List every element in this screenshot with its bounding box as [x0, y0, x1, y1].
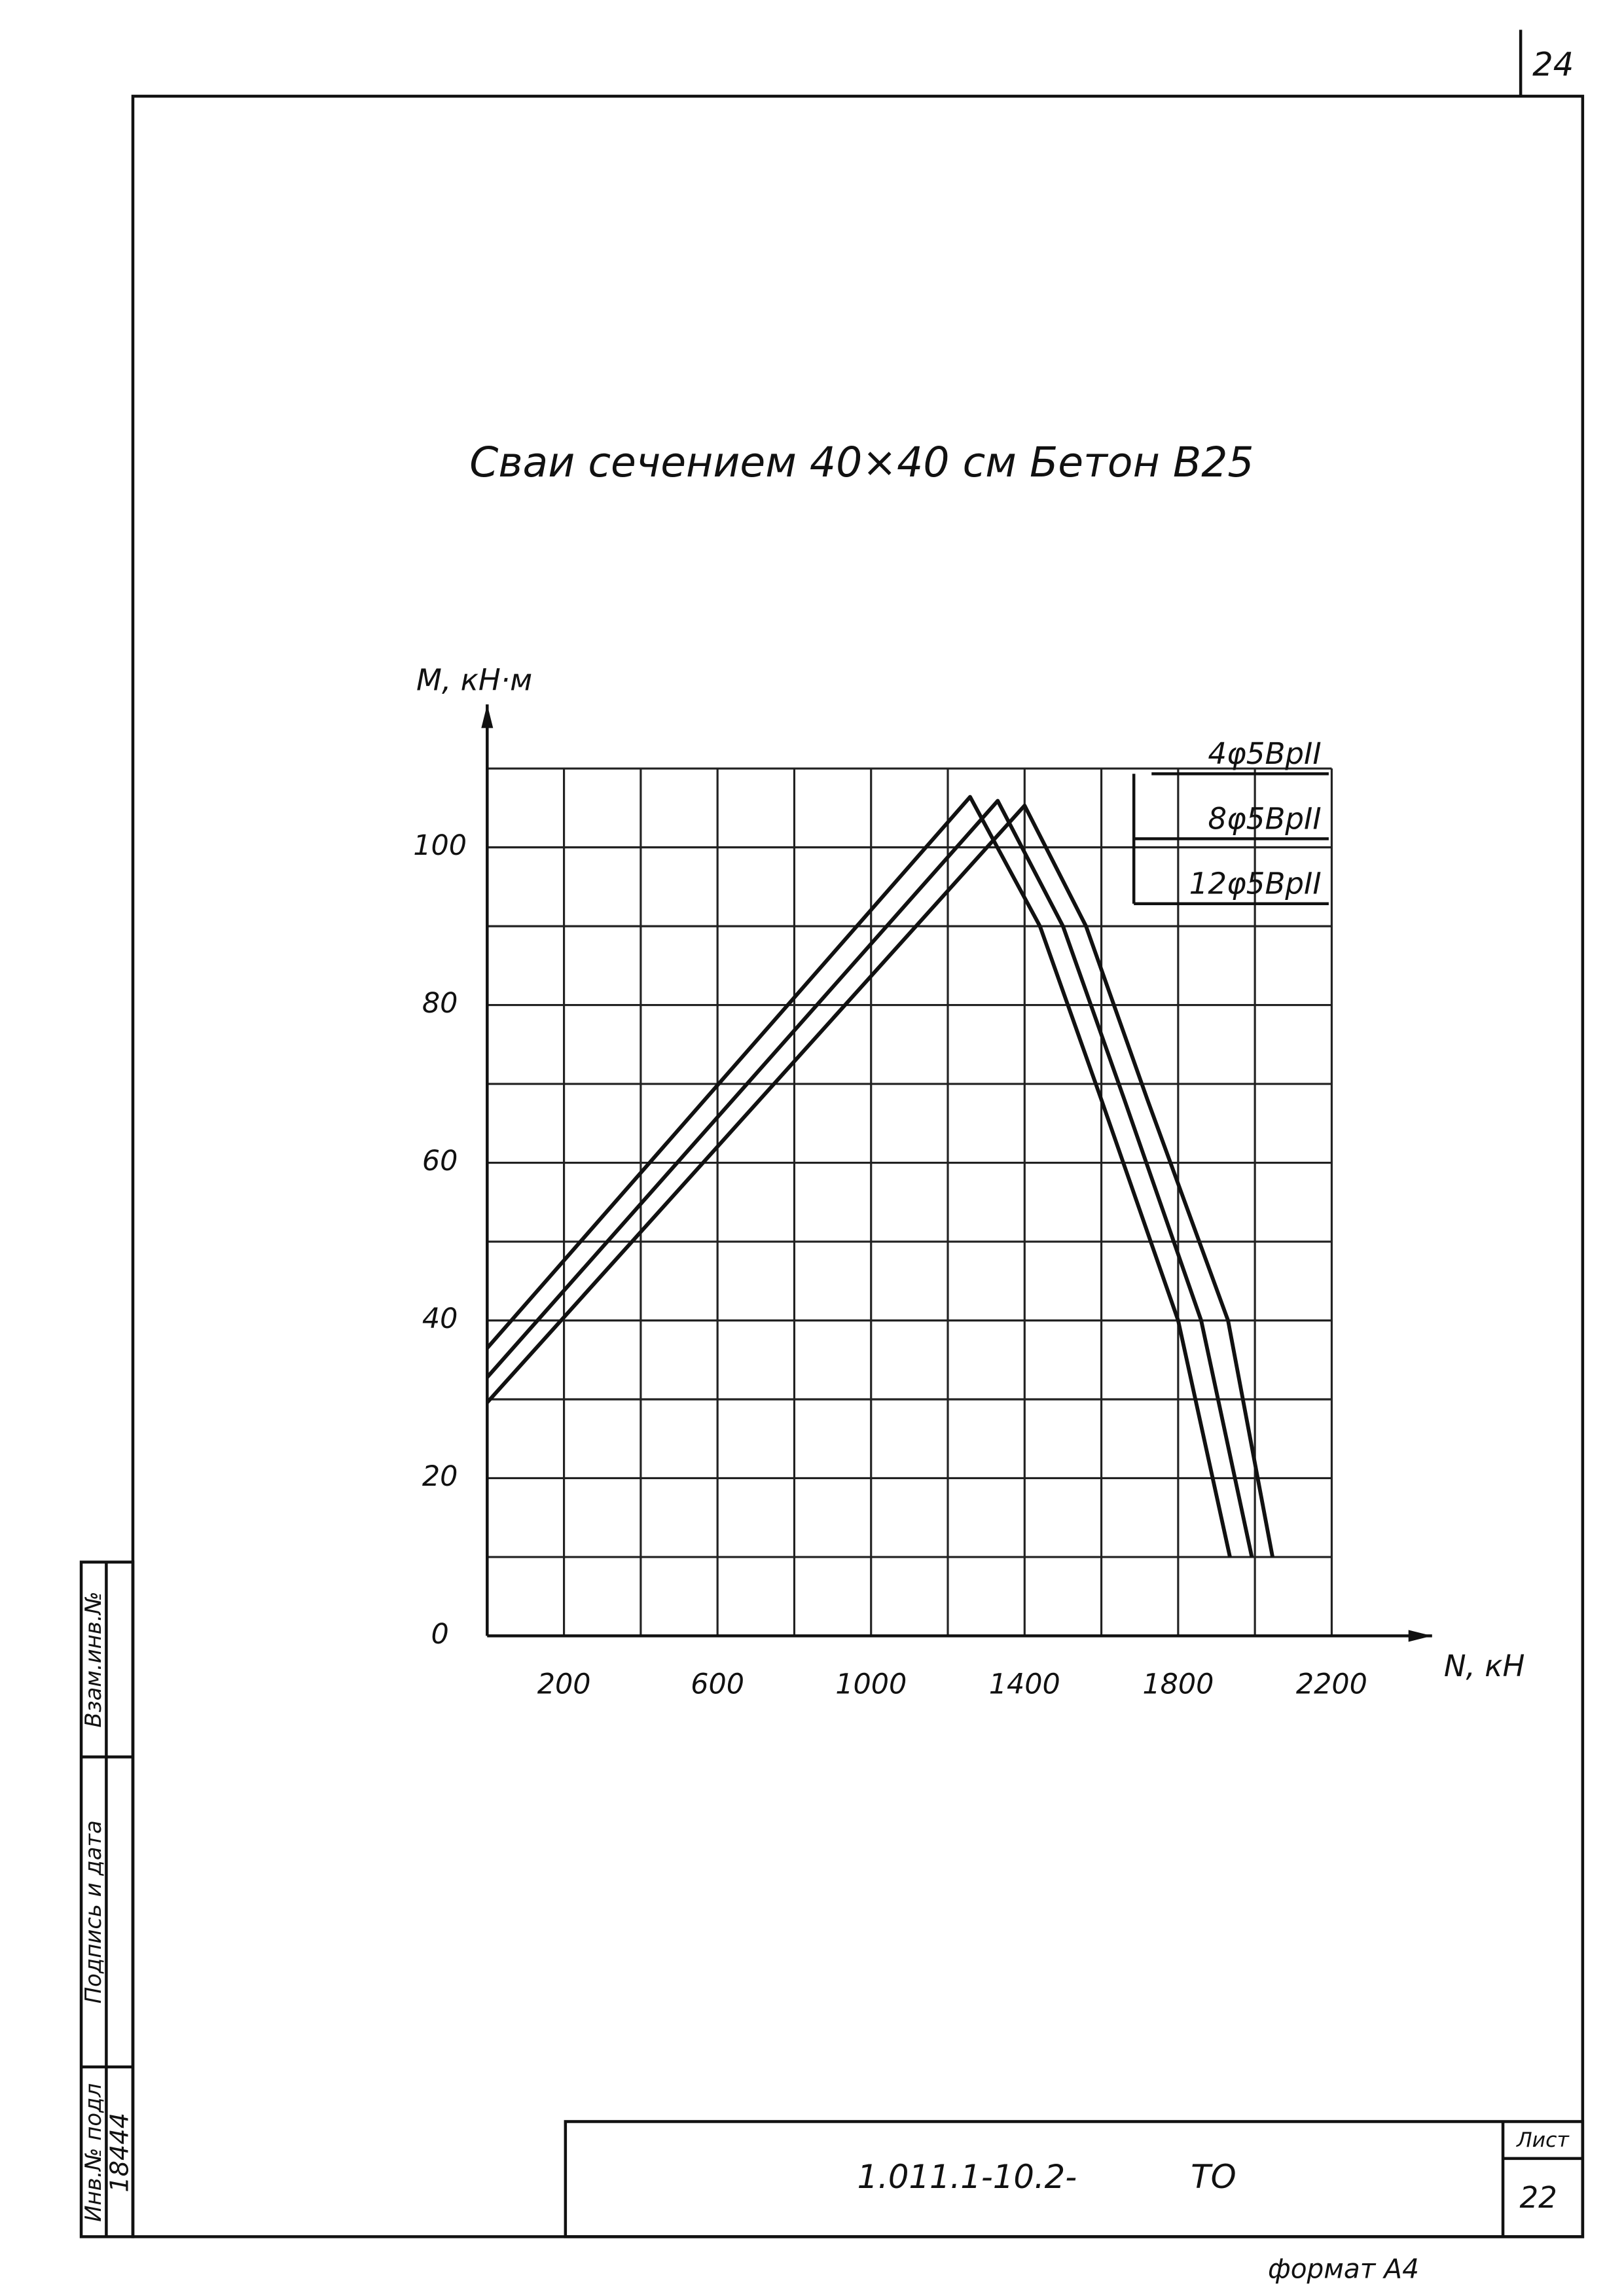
- format-label: формат А4: [1268, 2253, 1419, 2284]
- legend-entry: 4φ5ВрII: [1208, 736, 1321, 771]
- series-line: [486, 795, 1232, 1558]
- x-axis-label: N, кН: [1444, 1649, 1525, 1683]
- legend-entry: 12φ5ВрII: [1189, 867, 1322, 901]
- x-tick-label: 1800: [1142, 1668, 1214, 1701]
- y-tick-label: 60: [422, 1145, 458, 1177]
- page-number: 24: [1532, 45, 1574, 83]
- sheet-label: Лист: [1516, 2128, 1570, 2152]
- x-tick-label: 1000: [835, 1668, 907, 1701]
- x-tick-label: 200: [537, 1668, 591, 1701]
- y-tick-label: 20: [422, 1460, 458, 1493]
- inventory-number: 18444: [105, 2113, 134, 2193]
- y-axis-label: M, кН·м: [416, 662, 532, 697]
- y-tick-label: 100: [413, 829, 467, 862]
- document-code: 1.011.1-10.2-: [857, 2158, 1077, 2196]
- side-label: Взам.инв.№: [81, 1591, 106, 1727]
- chart-title: Сваи сечением 40×40 см Бетон В25: [469, 438, 1254, 486]
- chart: 200 600 1000 1400 1800 2200 0 20 40 60 80 100 4φ5ВрI…: [413, 704, 1432, 1701]
- document-suffix: ТО: [1191, 2158, 1236, 2196]
- side-label: Инв.№ подл: [81, 2083, 106, 2222]
- series-line: [486, 798, 1254, 1558]
- y-tick-label: 40: [422, 1302, 458, 1335]
- legend-entry: 8φ5ВрII: [1208, 801, 1321, 836]
- sheet-number: 22: [1519, 2180, 1557, 2215]
- side-label: Подпись и дата: [81, 1820, 106, 2003]
- y-tick-label: 80: [422, 987, 458, 1020]
- x-tick-label: 1400: [989, 1668, 1060, 1701]
- x-axis-arrow: [1408, 1630, 1432, 1642]
- stamp: [564, 2120, 1585, 2238]
- y-tick-label: 0: [431, 1618, 448, 1651]
- y-axis-arrow: [481, 704, 494, 728]
- series-line: [486, 803, 1274, 1558]
- x-tick-label: 600: [691, 1668, 744, 1701]
- x-tick-label: 2200: [1296, 1668, 1367, 1701]
